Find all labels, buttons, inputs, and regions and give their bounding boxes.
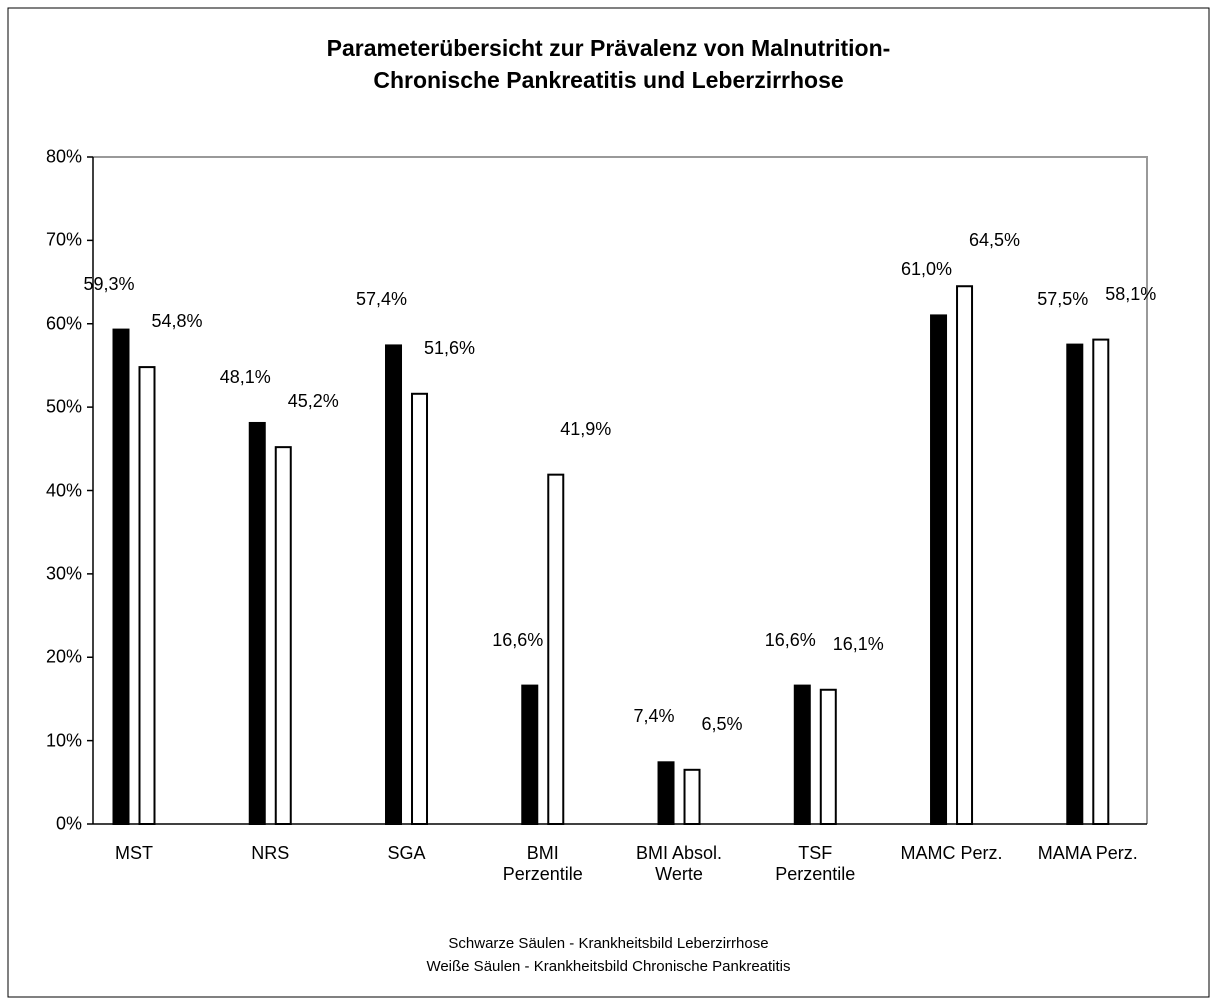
annotation: Schwarze Säulen - Krankheitsbild Leberzi… xyxy=(448,935,769,952)
y-tick-label: 0% xyxy=(55,813,82,834)
x-tick-label: NRS xyxy=(251,843,290,863)
x-tick-label: MST xyxy=(115,843,153,863)
data-label: 6,5% xyxy=(701,713,743,734)
x-tick-label: MAMA Perz. xyxy=(1037,843,1138,863)
data-label: 41,9% xyxy=(560,418,612,439)
bar xyxy=(385,344,403,825)
y-tick-label: 80% xyxy=(45,146,82,167)
y-tick-label: 20% xyxy=(45,646,82,667)
bar xyxy=(138,366,156,825)
bar xyxy=(930,314,948,825)
x-tick-label: MAMC Perz. xyxy=(900,843,1003,863)
bar xyxy=(956,285,974,825)
data-label: 57,5% xyxy=(1037,288,1089,309)
bar xyxy=(657,761,675,825)
data-label: 58,1% xyxy=(1105,283,1157,304)
y-tick-label: 70% xyxy=(45,229,82,250)
data-label: 16,6% xyxy=(492,629,544,650)
data-label: 51,6% xyxy=(423,337,476,358)
data-label: 57,4% xyxy=(355,289,408,310)
data-label: 64,5% xyxy=(969,230,1021,251)
x-tick-label: BMI Perzentile xyxy=(502,843,583,884)
bar xyxy=(411,392,429,825)
data-label: 16,6% xyxy=(764,629,816,650)
bar xyxy=(793,684,811,825)
chart-title: Parameterübersicht zur Prävalenz von Mal… xyxy=(326,35,891,93)
y-tick-label: 50% xyxy=(45,396,82,417)
chart-border xyxy=(7,7,1210,998)
annotation: Weiße Säulen - Krankheitsbild Chronische… xyxy=(426,958,791,975)
y-tick-label: 60% xyxy=(45,313,82,334)
bar xyxy=(521,684,539,825)
x-tick-label: TSF Perzentile xyxy=(775,843,856,884)
bar xyxy=(547,473,565,825)
data-label: 54,8% xyxy=(151,311,203,332)
y-tick-label: 40% xyxy=(45,480,82,500)
bar xyxy=(274,446,292,825)
data-label: 7,4% xyxy=(633,706,675,727)
bar xyxy=(1092,338,1110,825)
bar xyxy=(819,688,837,825)
data-label: 45,2% xyxy=(287,391,339,412)
plot-border xyxy=(93,156,1148,824)
x-tick-label: BMI Absol. Werte xyxy=(635,843,723,884)
y-tick-label: 10% xyxy=(45,730,82,751)
data-label: 16,1% xyxy=(832,633,884,654)
bar xyxy=(248,421,266,825)
data-label: 59,3% xyxy=(83,273,135,294)
bar xyxy=(683,768,701,826)
bar xyxy=(1066,343,1084,825)
bar xyxy=(112,328,130,825)
x-tick-label: SGA xyxy=(387,843,426,863)
data-label: 48,1% xyxy=(219,366,271,387)
y-tick-label: 30% xyxy=(45,563,82,584)
data-label: 61,0% xyxy=(901,259,953,280)
